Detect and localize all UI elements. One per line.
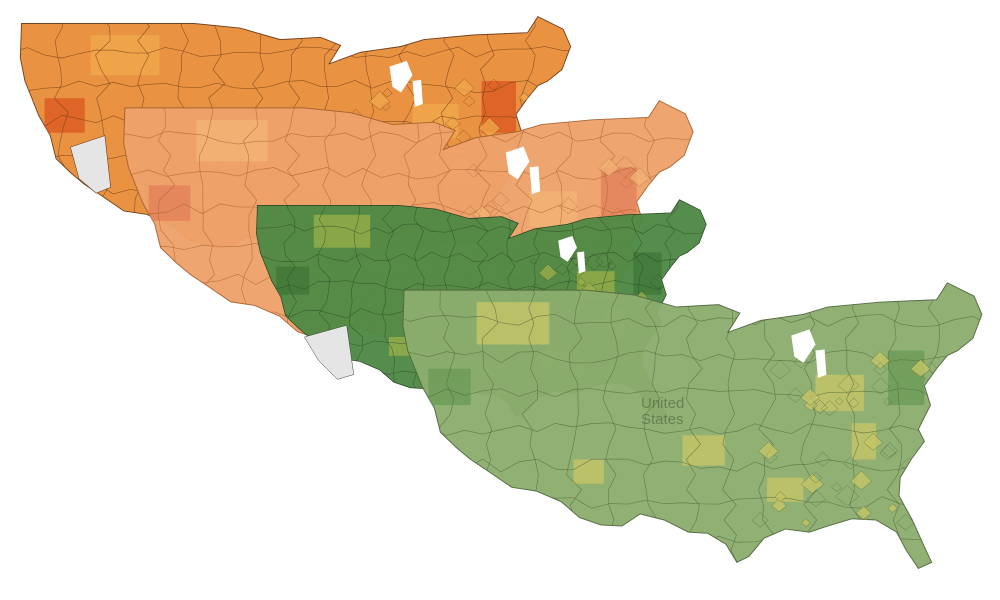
shaded-region [428,368,471,406]
sage-green-great-lake [815,349,827,378]
zone-region [492,191,510,208]
sage-green-us-outline [402,282,983,570]
region-boundary [20,80,571,94]
zone-region [800,472,824,494]
shaded-region [276,266,310,295]
shaded-region [90,35,160,76]
dark-green-nodata-region [304,324,355,380]
region-boundary [402,422,982,437]
zone-region [454,78,475,97]
zone-region [835,484,860,507]
zone-region [814,451,832,467]
zone-region [382,88,393,98]
shaded-region [815,374,864,412]
region-boundary [800,282,818,569]
zone-region [812,399,828,414]
region-boundary [256,251,707,263]
zone-region [910,358,931,378]
shaded-region [410,417,435,454]
zone-region [771,498,787,513]
zone-region [831,482,843,493]
zone-region [873,362,888,376]
zone-region [820,400,839,416]
sage-green-great-lake [791,329,816,363]
zone-region [809,471,823,484]
region-boundary [123,166,694,180]
zone-region [571,252,590,269]
zone-region [843,456,858,470]
zone-region [445,116,461,130]
zone-region [801,518,811,527]
shaded-region [313,214,371,248]
zone-region [834,522,854,540]
zone-region [598,157,620,177]
zone-region [769,359,792,380]
shaded-region [148,185,191,221]
region-boundary [402,313,982,328]
region-boundary [402,458,982,473]
region-boundary [685,282,703,569]
zone-region [855,517,877,537]
orange-great-lake [389,60,413,93]
zone-region [879,444,897,460]
region-boundary [20,46,571,59]
shaded-region [573,459,604,484]
region-boundary [256,280,707,291]
zone-region [887,503,898,513]
peach-great-lake [505,146,530,180]
zone-region [880,442,899,458]
shaded-region [476,302,550,345]
shaded-region [196,119,268,162]
zone-region [569,263,586,279]
region-boundary [722,282,740,569]
zone-region [483,200,498,214]
dark-green-great-lake [558,235,577,262]
zone-region [529,258,537,265]
zone-region [538,263,558,281]
zone-region [612,155,638,178]
zone-region [465,163,482,178]
zone-region [369,91,391,111]
region-boundary [886,282,903,569]
zone-region [758,441,779,460]
zone-region [558,197,578,215]
orange-nodata-region [70,135,111,194]
zone-region [837,374,860,395]
peach-great-lake [529,166,541,195]
zone-region [834,397,844,405]
zone-region [855,505,872,520]
zone-region [487,78,501,91]
zone-region [576,277,586,287]
zone-region [607,261,617,271]
zone-region [478,117,501,138]
region-boundary [123,131,694,145]
orange-great-lake [412,79,423,107]
zone-region [628,167,651,187]
zone-region [555,263,569,276]
region-boundary [256,223,707,235]
zone-region [455,129,472,144]
zone-region [462,95,476,107]
zone-region [800,387,820,406]
zone-region [848,397,860,408]
zone-region [806,489,826,508]
zone-region [584,253,604,271]
zone-region [863,432,884,451]
zone-region [883,397,893,406]
zone-region [926,504,936,513]
zone-region [619,176,633,189]
zone-region [871,377,891,395]
zone-region [594,252,613,269]
dark-green-great-lake [577,251,586,274]
zone-region [850,470,873,491]
zone-region [774,491,787,503]
shaded-region [888,350,925,406]
shaded-region [682,435,725,466]
region-boundary [402,386,982,400]
zone-region [751,512,769,528]
